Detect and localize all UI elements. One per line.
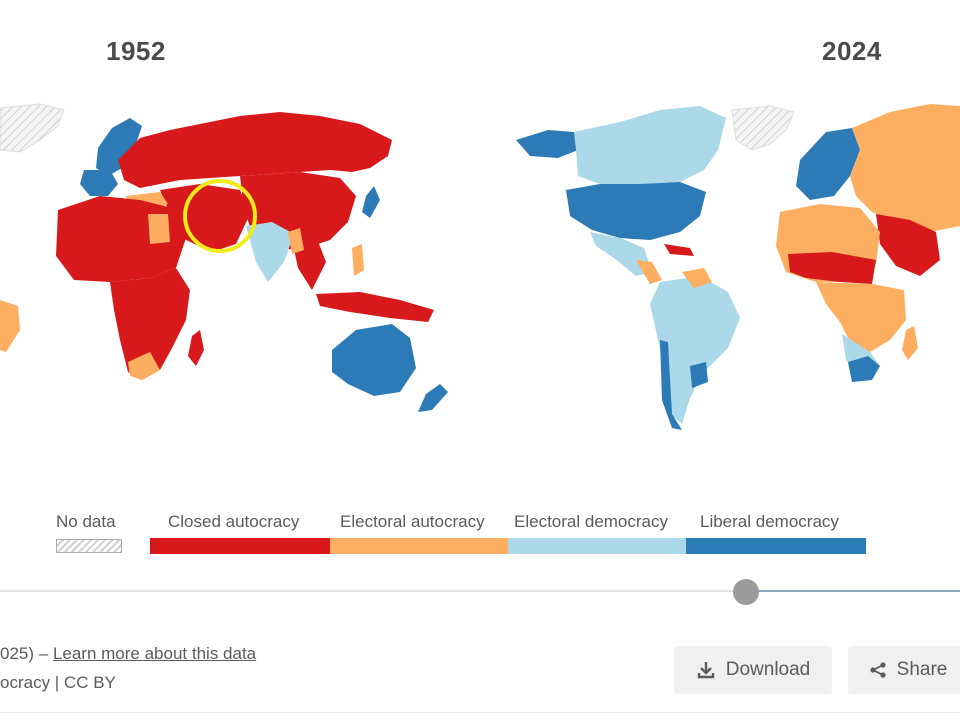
sahel-2024 — [788, 252, 876, 284]
south-africa-1952 — [128, 352, 160, 380]
source-line: 025) – Learn more about this data — [0, 644, 256, 664]
chile-2024 — [660, 340, 682, 430]
indonesia-1952 — [316, 292, 434, 322]
legend-electoral-autocracy-swatch — [330, 538, 508, 554]
legend-electoral-democracy-label: Electoral democracy — [514, 512, 669, 531]
world-maps — [0, 103, 960, 430]
alaska-2024 — [516, 130, 578, 158]
madagascar-1952 — [188, 330, 204, 366]
madagascar-2024 — [902, 326, 918, 360]
uruguay-2024 — [690, 362, 708, 388]
north-europe-1952 — [96, 118, 142, 176]
map-year-2024: 2024 — [822, 36, 882, 66]
share-label: Share — [896, 659, 948, 680]
new-zealand-1952 — [418, 384, 448, 412]
greenland-2024 — [731, 105, 795, 151]
timeline-slider-track[interactable] — [0, 590, 960, 592]
timeline-slider-handle[interactable] — [733, 579, 759, 605]
share-button[interactable]: Share — [848, 646, 960, 694]
south-america-2024 — [650, 276, 740, 424]
legend-liberal-democracy-swatch — [686, 538, 866, 554]
south-africa-2024 — [848, 356, 880, 382]
map-1952 — [0, 103, 448, 412]
legend-no-data-swatch — [56, 539, 122, 553]
australia-1952 — [332, 324, 416, 396]
share-icon — [869, 661, 887, 679]
download-label: Download — [725, 659, 811, 680]
bottom-divider — [0, 712, 960, 713]
edge-sliver-1952 — [0, 300, 20, 352]
japan-1952 — [362, 186, 380, 218]
legend-electoral-democracy-swatch — [508, 538, 686, 554]
ussr-1952 — [118, 112, 392, 188]
egypt-1952 — [148, 214, 170, 244]
timeline-slider-range — [746, 590, 960, 592]
download-icon — [696, 660, 716, 680]
mexico-2024 — [590, 232, 652, 276]
legend-closed-autocracy-label: Closed autocracy — [168, 512, 300, 531]
learn-more-link[interactable]: Learn more about this data — [52, 644, 257, 663]
map-year-1952: 1952 — [106, 36, 166, 66]
central-america-2024 — [636, 260, 662, 284]
burma-1952 — [288, 228, 304, 254]
legend-liberal-democracy-label: Liberal democracy — [700, 512, 839, 531]
highlight-circle — [183, 179, 257, 253]
usa-2024 — [566, 182, 706, 240]
canada-2024 — [574, 106, 726, 184]
greenland-1952 — [0, 103, 65, 153]
south-africa-region-1952 — [110, 268, 190, 380]
legend-no-data-label: No data — [56, 512, 116, 531]
legend-closed-autocracy-swatch — [150, 538, 330, 554]
russia-2024 — [850, 104, 960, 232]
legend-electoral-autocracy-label: Electoral autocracy — [340, 512, 485, 531]
venezuela-2024 — [682, 268, 712, 288]
central-africa-2024 — [816, 282, 906, 352]
map-2024 — [516, 104, 960, 430]
europe-2024 — [796, 128, 860, 200]
source-license: ocracy | CC BY — [0, 673, 116, 692]
middle-east-2024 — [876, 214, 940, 276]
source-prefix: 025) – — [0, 644, 49, 663]
download-button[interactable]: Download — [674, 646, 832, 694]
india-1952 — [246, 222, 294, 282]
cuba-2024 — [664, 244, 694, 256]
west-europe-1952 — [80, 170, 118, 196]
philippines-1952 — [352, 244, 364, 276]
